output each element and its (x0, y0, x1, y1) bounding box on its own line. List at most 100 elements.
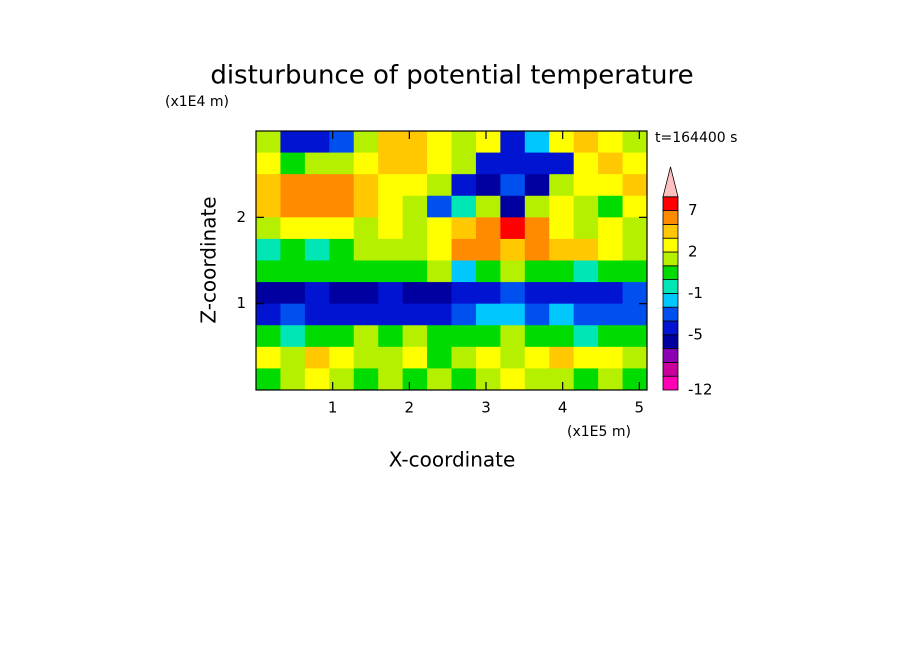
field-cell (427, 217, 452, 240)
field-cell (256, 152, 281, 175)
field-cell (500, 325, 526, 348)
field-cell (622, 368, 648, 391)
field-cell (524, 195, 550, 218)
field-cell (353, 174, 379, 197)
colorbar-box (662, 334, 679, 349)
chart-title: disturbunce of potential temperature (210, 61, 693, 91)
field-cell (378, 131, 404, 154)
field-cell (500, 282, 526, 305)
field-cell (427, 368, 452, 391)
field-cell (475, 282, 501, 305)
time-label: t=164400 s (655, 130, 737, 146)
field-cell (475, 217, 501, 240)
field-cell (524, 346, 550, 369)
x-unit: (x1E5 m) (567, 424, 631, 440)
field-cell (280, 131, 306, 154)
colorbar-box (662, 292, 679, 308)
field-cell (427, 303, 452, 326)
field-cell (329, 217, 355, 240)
field-cell (304, 368, 330, 391)
field-cell (402, 195, 428, 218)
field-cell (524, 282, 550, 305)
field-cell (598, 282, 624, 305)
field-cell (402, 368, 428, 391)
field-cell (329, 303, 355, 326)
field-cell (402, 325, 428, 348)
field-cell (573, 368, 599, 391)
x-tick-label: 1 (328, 399, 338, 417)
field-cell (280, 217, 306, 240)
field-cell (256, 195, 281, 218)
field-cell (329, 325, 355, 348)
y-tick-label: 1 (236, 294, 246, 312)
field-cell (402, 238, 428, 261)
field-cell (622, 174, 648, 197)
field-cell (280, 260, 306, 283)
field-cell (622, 282, 648, 305)
field-cell (280, 282, 306, 305)
field-cell (451, 346, 477, 369)
field-cell (573, 152, 599, 175)
x-tick-label: 5 (635, 399, 645, 417)
field-cell (353, 346, 379, 369)
field-cell (304, 152, 330, 175)
plot-frame (255, 130, 648, 391)
field-cell (304, 217, 330, 240)
field-cell (451, 368, 477, 391)
field-cell (475, 260, 501, 283)
field-cell (549, 325, 575, 348)
y-tick-label: 2 (236, 208, 246, 226)
field-cell (598, 260, 624, 283)
colorbar-tick-label: 7 (688, 201, 698, 219)
field-cell (500, 346, 526, 369)
field-cell (256, 238, 281, 261)
field-cell (475, 174, 501, 197)
field-cell (573, 346, 599, 369)
field-cell (598, 152, 624, 175)
field-cell (280, 325, 306, 348)
field-cell (353, 131, 379, 154)
field-cell (378, 217, 404, 240)
field-cell (622, 195, 648, 218)
field-cell (500, 368, 526, 391)
field-cell (573, 260, 599, 283)
field-cell (402, 303, 428, 326)
colorbar-box (662, 196, 679, 212)
field-cell (524, 368, 550, 391)
field-cell (304, 131, 330, 154)
field-cell (256, 303, 281, 326)
field-cell (500, 238, 526, 261)
colorbar-box (662, 251, 679, 267)
field-cell (573, 282, 599, 305)
field-cell (622, 346, 648, 369)
field-cell (329, 174, 355, 197)
field-cell (598, 195, 624, 218)
field-cell (622, 217, 648, 240)
field-cell (353, 238, 379, 261)
colorbar-tick-label: 2 (688, 243, 698, 261)
field-cell (475, 368, 501, 391)
field-cell (622, 152, 648, 175)
field-cell (353, 260, 379, 283)
field-cell (256, 368, 281, 391)
field-cell (451, 282, 477, 305)
field-cell (378, 260, 404, 283)
colorbar-box (662, 237, 679, 253)
colorbar-box (662, 210, 679, 225)
field-cell (280, 152, 306, 175)
field-cell (304, 303, 330, 326)
field-cell (353, 368, 379, 391)
field-cell (475, 238, 501, 261)
colorbar-tick-label: -1 (688, 284, 703, 302)
field-cell (598, 346, 624, 369)
y-unit: (x1E4 m) (165, 94, 229, 110)
colorbar-extension (662, 166, 679, 198)
field-cell (402, 260, 428, 283)
field-cell (475, 152, 501, 175)
field-cell (524, 152, 550, 175)
y-axis-label: Z-coordinate (197, 196, 221, 323)
field-cell (598, 217, 624, 240)
field-cell (256, 260, 281, 283)
field-cell (304, 346, 330, 369)
